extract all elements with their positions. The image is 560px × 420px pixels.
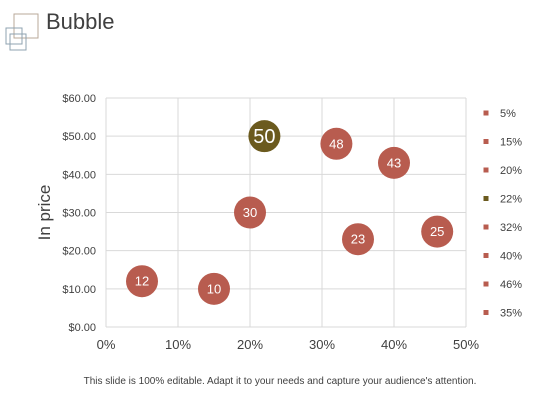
legend-label: 32% <box>500 222 522 234</box>
x-tick-label: 10% <box>165 337 191 352</box>
legend-label: 40% <box>500 251 522 263</box>
legend-marker <box>483 110 489 116</box>
bubble-label: 10 <box>207 281 221 296</box>
bubble-label: 43 <box>387 155 401 170</box>
bubble <box>234 196 266 229</box>
logo-icon <box>5 13 39 51</box>
bubble-label: 23 <box>351 232 365 247</box>
x-tick-label: 30% <box>309 337 335 352</box>
bubble <box>320 127 353 160</box>
x-tick-label: 20% <box>237 337 263 352</box>
legend-label: 46% <box>500 279 522 291</box>
bubble <box>342 223 374 256</box>
legend-marker <box>483 224 489 230</box>
y-tick-label: $30.00 <box>62 208 96 220</box>
legend-label: 22% <box>500 194 522 206</box>
x-tick-label: 50% <box>453 337 479 352</box>
y-axis-label: In price <box>35 185 54 241</box>
y-tick-label: $10.00 <box>62 284 96 296</box>
legend-marker <box>483 281 489 287</box>
bubble-label: 12 <box>135 274 149 289</box>
bubble-label: 25 <box>430 224 444 239</box>
legend-marker <box>483 253 489 258</box>
y-tick-label: $40.00 <box>62 169 96 181</box>
legend-label: 5% <box>500 108 516 120</box>
slide-footer: This slide is 100% editable. Adapt it to… <box>83 376 477 387</box>
y-tick-label: $50.00 <box>62 131 96 143</box>
y-tick-label: $20.00 <box>62 246 96 258</box>
bubble <box>126 265 158 298</box>
bubble-label: 30 <box>243 205 257 220</box>
bubble <box>248 120 281 153</box>
y-tick-label: $60.00 <box>62 93 96 105</box>
bubble-label: 50 <box>253 126 275 148</box>
y-tick-label: $0.00 <box>68 322 96 334</box>
legend-marker <box>483 196 489 201</box>
x-tick-label: 40% <box>381 337 407 352</box>
bubble <box>378 146 410 179</box>
x-tick-label: 0% <box>97 337 116 352</box>
bubble-label: 48 <box>329 136 343 151</box>
legend-label: 15% <box>500 137 522 149</box>
legend-label: 20% <box>500 165 522 177</box>
bubble <box>198 272 230 305</box>
legend-marker <box>483 310 489 315</box>
legend-label: 35% <box>500 308 522 320</box>
legend-marker <box>483 167 489 173</box>
bubble <box>421 215 454 248</box>
legend-marker <box>483 139 489 144</box>
slide-title: Bubble <box>46 9 115 34</box>
